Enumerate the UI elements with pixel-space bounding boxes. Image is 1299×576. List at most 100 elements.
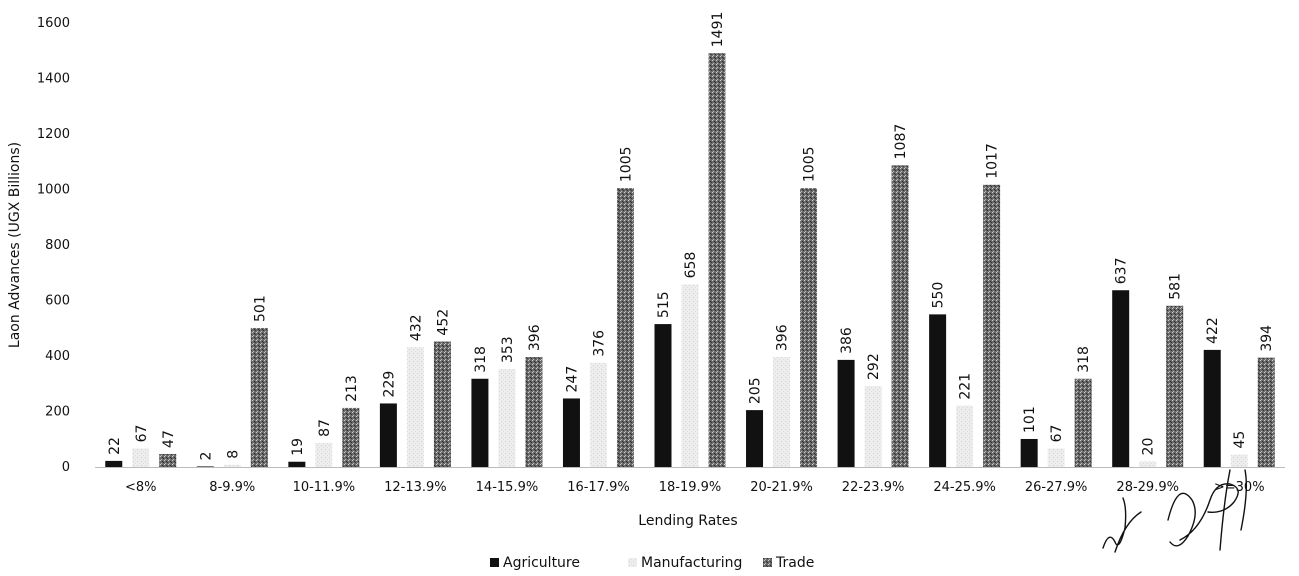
legend-label-trade: Trade <box>775 555 814 571</box>
data-label: 22 <box>107 437 123 455</box>
x-tick-label: 20-21.9% <box>750 480 813 495</box>
bar-agriculture <box>196 466 214 467</box>
data-label: 1005 <box>802 146 818 182</box>
data-labels: 22 67 47 2 8 501 19 87 213 229 432 452 318 353 396 247 3… <box>107 12 1275 461</box>
x-tick-label: >=30% <box>1214 480 1265 495</box>
data-label: 394 <box>1259 325 1275 352</box>
bar-manufacturing <box>132 448 150 467</box>
data-label: 1005 <box>618 146 634 182</box>
data-label: 353 <box>500 336 516 363</box>
data-label: 2 <box>198 452 214 461</box>
data-label: 221 <box>958 373 974 400</box>
y-tick-label: 200 <box>45 405 70 420</box>
y-tick-label: 600 <box>45 294 70 309</box>
data-label: 20 <box>1141 438 1157 456</box>
bar-manufacturing <box>681 284 699 467</box>
legend-label-manufacturing: Manufacturing <box>641 555 742 571</box>
data-label: 247 <box>564 366 580 393</box>
bar-agriculture <box>746 410 764 467</box>
data-label: 432 <box>408 314 424 341</box>
data-label: 67 <box>1049 425 1065 443</box>
y-tick-label: 1600 <box>37 16 70 31</box>
legend: Agriculture Manufacturing Trade <box>490 555 814 571</box>
data-label: 229 <box>381 371 397 398</box>
data-label: 581 <box>1168 273 1184 300</box>
bar-agriculture <box>837 359 855 467</box>
bar-manufacturing <box>1230 454 1248 467</box>
legend-swatch-agriculture <box>490 558 499 567</box>
bar-agriculture <box>1112 290 1130 467</box>
bar-trade <box>616 188 634 468</box>
y-tick-label: 400 <box>45 349 70 364</box>
legend-swatch-manufacturing <box>628 558 637 567</box>
legend-swatch-trade <box>763 558 772 567</box>
data-label: 452 <box>435 309 451 336</box>
x-tick-label: 14-15.9% <box>476 480 539 495</box>
bar-manufacturing <box>223 464 241 467</box>
x-tick-label: 18-19.9% <box>659 480 722 495</box>
data-label: 550 <box>931 282 947 309</box>
data-label: 386 <box>839 327 855 354</box>
x-tick-label: 24-25.9% <box>933 480 996 495</box>
data-label: 396 <box>527 324 543 351</box>
x-tick-label: 8-9.9% <box>209 480 255 495</box>
x-tick-label: 10-11.9% <box>293 480 356 495</box>
bars <box>105 53 1275 468</box>
y-tick-label: 800 <box>45 238 70 253</box>
bar-manufacturing <box>956 405 974 467</box>
bar-manufacturing <box>589 362 607 467</box>
data-label: 292 <box>866 353 882 380</box>
y-axis-title: Laon Advances (UGX Billions) <box>7 142 23 348</box>
data-label: 1491 <box>710 12 726 48</box>
bar-manufacturing <box>315 442 333 467</box>
y-tick-label: 1000 <box>37 183 70 198</box>
bar-manufacturing <box>773 357 791 467</box>
bar-agriculture <box>288 461 306 467</box>
x-axis-categories: <8% 8-9.9% 10-11.9% 12-13.9% 14-15.9% 16-17.9… <box>125 480 1265 495</box>
bar-trade <box>159 453 177 467</box>
data-label: 396 <box>775 324 791 351</box>
data-label: 376 <box>591 330 607 357</box>
data-label: 101 <box>1022 406 1038 433</box>
x-tick-label: 22-23.9% <box>842 480 905 495</box>
bar-trade <box>342 407 360 467</box>
x-tick-label: 26-27.9% <box>1025 480 1088 495</box>
bar-trade <box>1166 305 1184 467</box>
y-tick-label: 1400 <box>37 72 70 87</box>
x-tick-label: <8% <box>125 480 157 495</box>
data-label: 87 <box>317 419 333 437</box>
x-tick-label: 16-17.9% <box>567 480 630 495</box>
data-label: 637 <box>1114 257 1130 284</box>
bar-agriculture <box>379 403 397 467</box>
bar-manufacturing <box>1139 461 1157 467</box>
data-label: 422 <box>1205 317 1221 344</box>
bar-trade <box>1257 357 1275 467</box>
bar-agriculture <box>654 324 672 467</box>
bar-trade <box>250 327 268 467</box>
legend-label-agriculture: Agriculture <box>503 555 580 571</box>
bar-agriculture <box>929 314 947 467</box>
bar-agriculture <box>471 378 489 467</box>
data-label: 19 <box>290 438 306 456</box>
data-label: 1017 <box>985 143 1001 179</box>
bar-manufacturing <box>864 385 882 467</box>
y-tick-label: 1200 <box>37 127 70 142</box>
bar-trade <box>433 341 451 467</box>
bar-trade <box>525 357 543 467</box>
bar-manufacturing <box>498 369 516 467</box>
data-label: 318 <box>473 346 489 373</box>
bar-agriculture <box>562 398 580 467</box>
bar-manufacturing <box>1047 448 1065 467</box>
data-label: 47 <box>161 430 177 448</box>
data-label: 515 <box>656 291 672 318</box>
data-label: 1087 <box>893 124 909 160</box>
data-label: 67 <box>134 425 150 443</box>
bar-agriculture <box>1203 349 1221 467</box>
data-label: 318 <box>1076 346 1092 373</box>
bar-trade <box>800 188 818 468</box>
data-label: 501 <box>252 295 268 322</box>
bar-trade <box>708 53 726 468</box>
data-label: 658 <box>683 252 699 279</box>
x-tick-label: 28-29.9% <box>1116 480 1179 495</box>
